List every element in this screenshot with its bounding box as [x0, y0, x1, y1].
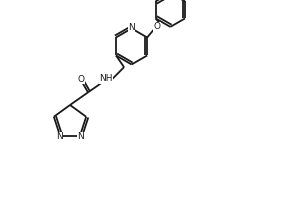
Text: N: N: [56, 132, 62, 141]
Text: NH: NH: [99, 74, 113, 83]
Text: O: O: [154, 22, 161, 31]
Text: N: N: [128, 23, 135, 32]
Text: O: O: [77, 75, 85, 84]
Text: N: N: [78, 132, 84, 141]
